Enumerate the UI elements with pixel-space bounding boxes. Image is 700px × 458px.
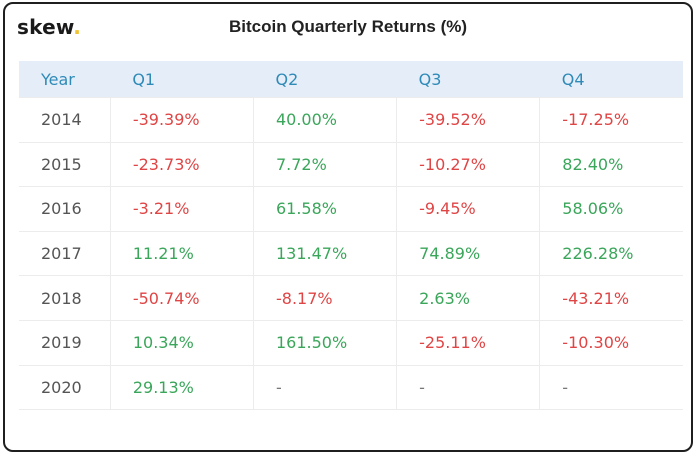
table-row: 2017 11.21% 131.47% 74.89% 226.28% [19,230,683,276]
return-cell: -50.74% [109,275,254,321]
return-cell: -3.21% [109,186,254,232]
return-cell: - [396,364,540,411]
return-cell: -25.11% [396,319,540,366]
header-q3: Q3 [396,61,540,98]
return-cell: - [252,364,397,411]
return-cell: -17.25% [539,97,683,143]
year-cell: 2018 [19,275,111,321]
return-cell: 82.40% [539,141,683,187]
table-row: 2018 -50.74% -8.17% 2.63% -43.21% [19,275,683,321]
return-cell: 11.21% [109,230,254,276]
chart-card: skew. Bitcoin Quarterly Returns (%) Year… [3,2,693,452]
table-row: 2019 10.34% 161.50% -25.11% -10.30% [19,319,683,366]
year-cell: 2014 [19,97,111,143]
return-cell: 40.00% [252,97,397,143]
header-year: Year [19,61,111,98]
year-cell: 2017 [19,230,111,276]
return-cell: 74.89% [396,230,540,276]
year-cell: 2019 [19,319,111,366]
year-cell: 2020 [19,364,111,411]
return-cell: 58.06% [539,186,683,232]
return-cell: 10.34% [109,319,254,366]
brand-logo: skew. [17,15,81,39]
year-cell: 2015 [19,141,111,187]
return-cell: -39.52% [396,97,540,143]
header-q2: Q2 [253,61,397,98]
table-row: 2015 -23.73% 7.72% -10.27% 82.40% [19,141,683,187]
return-cell: 161.50% [252,319,397,366]
return-cell: 7.72% [252,141,397,187]
return-cell: 2.63% [396,275,540,321]
year-cell: 2016 [19,186,111,232]
table-row: 2016 -3.21% 61.58% -9.45% 58.06% [19,186,683,232]
brand-dot: . [73,15,82,39]
return-cell: -23.73% [109,141,254,187]
return-cell: 131.47% [252,230,397,276]
return-cell: -43.21% [539,275,683,321]
header-q1: Q1 [110,61,254,98]
return-cell: -8.17% [252,275,397,321]
return-cell: 29.13% [109,364,254,411]
return-cell: -10.27% [396,141,540,187]
return-cell: -10.30% [539,319,683,366]
table-row: 2014 -39.39% 40.00% -39.52% -17.25% [19,97,683,143]
returns-table: Year Q1 Q2 Q3 Q4 2014 -39.39% 40.00% -39… [19,61,683,411]
return-cell: 61.58% [252,186,397,232]
table-row: 2020 29.13% - - - [19,364,683,411]
brand-name: skew [17,15,74,39]
card-header: skew. Bitcoin Quarterly Returns (%) [5,4,691,56]
return-cell: -39.39% [109,97,254,143]
header-q4: Q4 [539,61,683,98]
return-cell: - [539,364,683,411]
return-cell: 226.28% [539,230,683,276]
chart-title: Bitcoin Quarterly Returns (%) [228,17,468,36]
table-header-row: Year Q1 Q2 Q3 Q4 [19,61,683,98]
return-cell: -9.45% [396,186,540,232]
